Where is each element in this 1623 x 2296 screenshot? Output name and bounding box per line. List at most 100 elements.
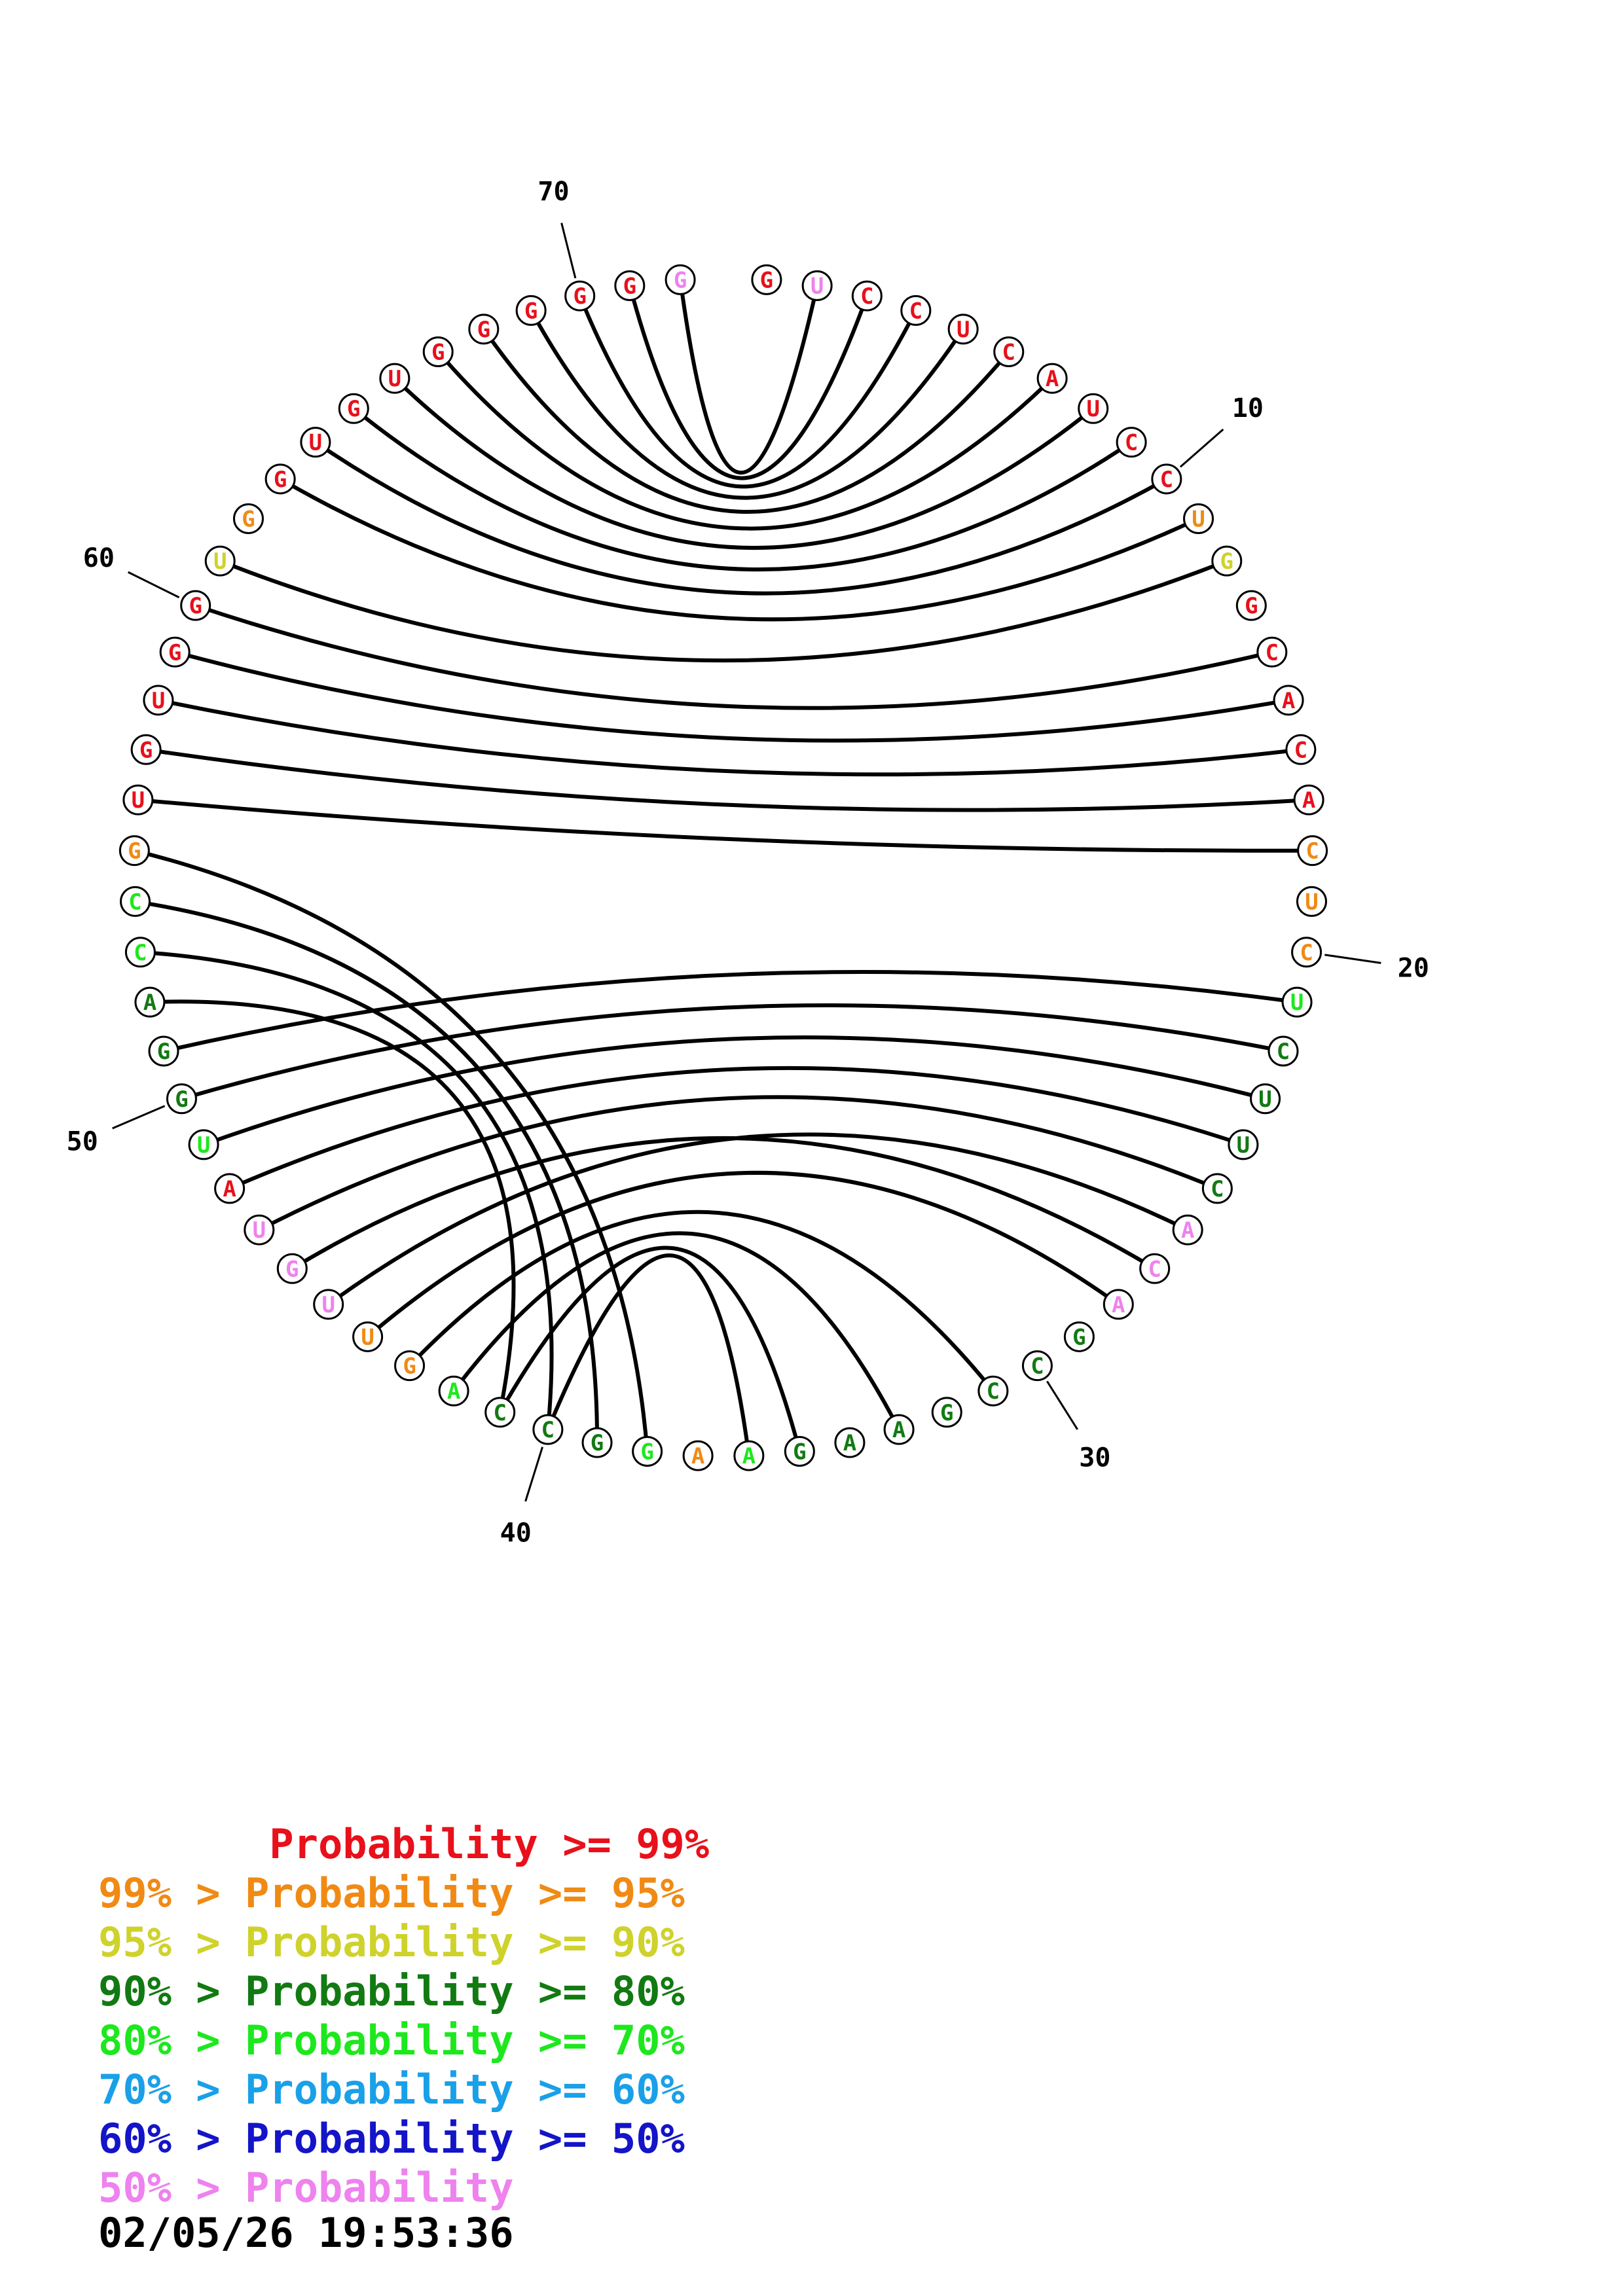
nucleotide: G <box>130 734 162 765</box>
nucleotide: G <box>180 590 211 621</box>
nucleotide: C <box>977 1375 1009 1407</box>
nucleotide-letter: G <box>524 298 538 324</box>
pair-arc <box>203 1035 1266 1147</box>
nucleotide-letter: G <box>347 396 360 422</box>
nucleotide: G <box>931 1397 962 1428</box>
nucleotide-circle <box>632 1435 663 1467</box>
nucleotide-circle <box>900 295 932 326</box>
position-label: 10 <box>1232 393 1264 423</box>
nucleotide-circle <box>468 314 500 345</box>
nucleotide: U <box>1250 1083 1281 1115</box>
nucleotide-circle <box>300 427 331 458</box>
nucleotide-circle <box>244 1214 275 1246</box>
pair-arc <box>163 970 1298 1053</box>
nucleotide-circle <box>1281 986 1313 1018</box>
nucleotide-letter: U <box>152 688 165 714</box>
pair-arc <box>546 1253 751 1456</box>
nucleotide-circle <box>751 264 782 295</box>
nucleotide: C <box>1267 1035 1299 1067</box>
legend-row: 95% > Probability >= 90% <box>98 1918 685 1966</box>
nucleotide-circle <box>122 784 154 816</box>
nucleotide-letter: C <box>1300 940 1313 966</box>
nucleotide: C <box>120 886 151 917</box>
nucleotide: U <box>313 1289 344 1320</box>
nucleotide-letter: G <box>189 593 202 619</box>
pair-arc <box>627 285 869 480</box>
nucleotide-circle <box>1297 835 1328 867</box>
pair-arc <box>149 999 516 1413</box>
pair-arc <box>181 1003 1284 1101</box>
nucleotide-circle <box>180 590 211 621</box>
position-label: 60 <box>83 543 115 573</box>
nucleotide: C <box>1139 1253 1171 1284</box>
nucleotide-circle <box>1256 636 1288 668</box>
nucleotide: U <box>947 314 979 345</box>
nucleotide: A <box>1273 685 1304 716</box>
nucleotide: A <box>134 986 166 1018</box>
nucleotide: G <box>148 1035 179 1067</box>
nucleotide-circle <box>438 1375 469 1407</box>
nucleotide-circle <box>148 1035 179 1067</box>
nucleotide: U <box>300 427 331 458</box>
legend-row: 99% > Probability >= 95% <box>98 1869 685 1917</box>
nucleotide-circle <box>1021 1350 1053 1382</box>
pair-arc <box>279 477 1199 622</box>
nucleotide-letter: C <box>493 1400 506 1426</box>
pair-arc <box>174 650 1289 743</box>
nucleotide-circle <box>977 1375 1009 1407</box>
tick-line <box>560 223 577 279</box>
nucleotide: G <box>338 393 369 424</box>
nucleotide: A <box>733 1440 765 1471</box>
nucleotide: G <box>751 264 782 295</box>
nucleotide-circle <box>515 295 547 326</box>
nucleotide-letter: G <box>242 506 255 532</box>
nucleotide: G <box>468 314 500 345</box>
nucleotide-letter: C <box>1266 639 1279 666</box>
nucleotide-circle <box>264 463 296 495</box>
pair-arc <box>134 848 649 1452</box>
legend-row: 50% > Probability <box>98 2164 514 2212</box>
nucleotide-letter: G <box>640 1439 653 1465</box>
nucleotide-letter: U <box>132 787 145 814</box>
nucleotide-circle <box>204 545 236 577</box>
nucleotide: A <box>1172 1214 1203 1246</box>
base-pair-lines <box>134 279 1313 1456</box>
nucleotide: A <box>834 1427 866 1458</box>
nucleotide-letter: C <box>1294 737 1307 763</box>
nucleotide-letter: U <box>361 1324 374 1350</box>
nucleotide-letter: C <box>1160 467 1173 493</box>
nucleotide-circle <box>1036 363 1068 394</box>
nucleotide-circle <box>130 734 162 765</box>
nucleotide-letter: U <box>1305 889 1318 915</box>
nucleotide-letter: A <box>1282 688 1295 714</box>
nucleotide: C <box>1256 636 1288 668</box>
nucleotide-letter: A <box>691 1443 704 1469</box>
nucleotide: G <box>394 1350 426 1382</box>
nucleotide: G <box>581 1427 613 1458</box>
nucleotide-circle <box>188 1129 219 1160</box>
nucleotide-letter: G <box>477 317 490 343</box>
nucleotide: G <box>614 270 646 301</box>
nucleotide: G <box>264 463 296 495</box>
legend-row: Probability >= 99% <box>98 1820 710 1868</box>
nucleotide-circle <box>665 264 696 295</box>
position-label: 30 <box>1079 1443 1110 1473</box>
nucleotide-letter: A <box>1112 1292 1125 1318</box>
nucleotide-circle <box>119 835 150 867</box>
pair-arc <box>366 1171 1120 1338</box>
nucleotide-letter: A <box>447 1378 460 1405</box>
nucleotide-letter: G <box>1072 1324 1085 1350</box>
nucleotide-circle <box>993 336 1025 368</box>
nucleotide-letter: C <box>987 1378 1000 1405</box>
nucleotide-circle <box>276 1253 308 1284</box>
nucleotide-letter: G <box>760 267 773 293</box>
pair-arc <box>158 698 1302 777</box>
nucleotide: G <box>632 1435 663 1467</box>
nucleotide-circle <box>422 336 454 368</box>
nucleotide-letter: G <box>403 1354 416 1380</box>
nucleotide: U <box>1228 1129 1259 1160</box>
nucleotide: C <box>1021 1350 1053 1382</box>
nucleotide-circle <box>120 886 151 917</box>
nucleotide-letter: C <box>1002 340 1015 366</box>
nucleotide: G <box>1063 1321 1095 1352</box>
